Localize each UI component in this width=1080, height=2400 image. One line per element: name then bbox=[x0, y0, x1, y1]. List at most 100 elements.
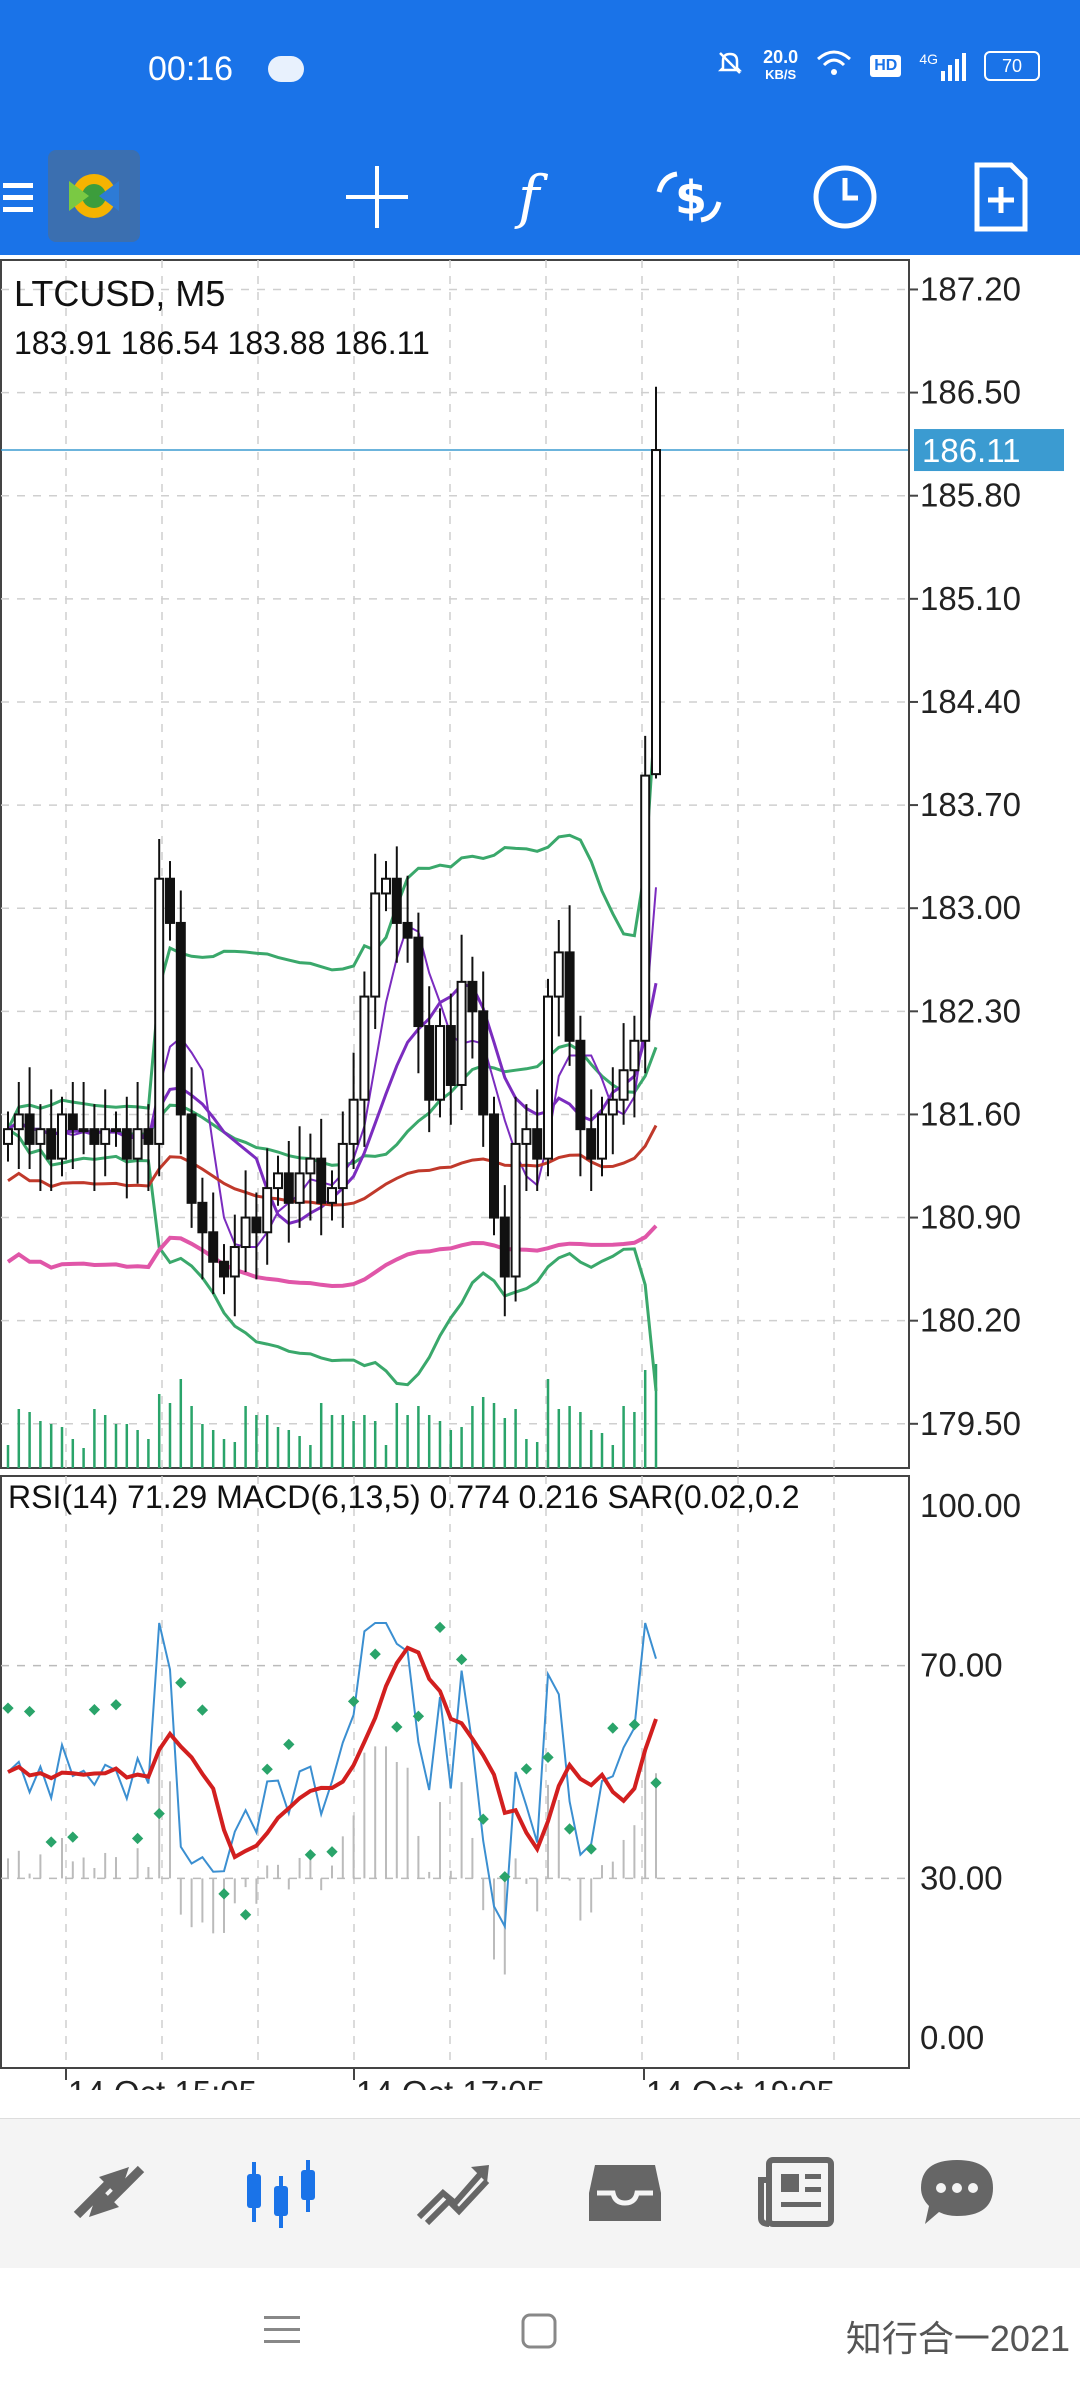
candle-body bbox=[553, 951, 564, 998]
candle-body bbox=[273, 1172, 283, 1190]
indicator-frame bbox=[0, 1475, 910, 2069]
clock-icon[interactable] bbox=[802, 154, 888, 240]
chart-icon[interactable] bbox=[236, 2147, 326, 2237]
sar-dot bbox=[218, 1888, 230, 1900]
price-tick-label: 182.30 bbox=[920, 992, 1021, 1029]
home-button[interactable] bbox=[520, 2312, 558, 2355]
bollinger-lower bbox=[7, 1127, 658, 1392]
price-tick-label: 187.20 bbox=[920, 270, 1021, 307]
sar-dot bbox=[175, 1677, 187, 1689]
indicator-tick-label: 100.00 bbox=[920, 1487, 1021, 1524]
candle-body bbox=[424, 1025, 435, 1101]
price-tick-label: 183.70 bbox=[920, 786, 1021, 823]
sar-dot bbox=[391, 1721, 403, 1733]
system-navigation bbox=[0, 2268, 1080, 2400]
sar-dot bbox=[434, 1621, 446, 1634]
candle-body bbox=[46, 1128, 57, 1160]
sar-dot bbox=[110, 1699, 122, 1711]
sar-dot bbox=[347, 1695, 360, 1708]
sar-dot bbox=[477, 1813, 489, 1825]
sar-dot bbox=[283, 1738, 295, 1751]
candle-body bbox=[413, 936, 424, 1028]
time-tick-label: 14 Oct 15:05 bbox=[68, 2074, 257, 2090]
candle-body bbox=[175, 921, 186, 1116]
sar-dot bbox=[326, 1846, 338, 1858]
candle-body bbox=[370, 892, 381, 998]
svg-text:f: f bbox=[514, 163, 549, 231]
candle-body bbox=[121, 1128, 132, 1160]
candle-body bbox=[283, 1172, 294, 1204]
candle-body bbox=[186, 1113, 197, 1204]
candle-body bbox=[445, 1025, 456, 1086]
price-chart[interactable]: 187.20 186.50 185.80 185.10 184.40 183.70 183.… bbox=[0, 258, 1080, 2111]
current-price-badge bbox=[914, 429, 1064, 472]
indicator-title: RSI(14) 71.29 MACD(6,13,5) 0.774 0.216 S… bbox=[8, 1479, 800, 1515]
sar-dot bbox=[131, 1832, 144, 1845]
candle-body bbox=[78, 1128, 89, 1133]
hd-badge: HD bbox=[870, 55, 902, 77]
sar-dot bbox=[585, 1843, 597, 1855]
recents-button[interactable] bbox=[262, 2312, 302, 2353]
main-frame bbox=[0, 259, 910, 1469]
sar-dot bbox=[23, 1705, 36, 1718]
current-price-label: 186.11 bbox=[922, 432, 1020, 469]
candle-body bbox=[35, 1128, 46, 1145]
sar-dot bbox=[520, 1763, 533, 1775]
macd-signal-line bbox=[7, 1645, 658, 1860]
crosshair-icon[interactable] bbox=[334, 154, 420, 240]
sar-dot bbox=[261, 1763, 273, 1775]
mute-icon bbox=[715, 48, 745, 84]
candle-body bbox=[586, 1128, 597, 1160]
sar-dot bbox=[542, 1751, 554, 1764]
time-tick-label: 14 Oct 19:05 bbox=[646, 2074, 835, 2090]
candle-body bbox=[3, 1128, 13, 1145]
menu-icon[interactable] bbox=[0, 154, 40, 240]
candle-body bbox=[294, 1172, 305, 1204]
candle-body bbox=[89, 1128, 100, 1145]
symbol-title: LTCUSD, M5 bbox=[14, 273, 225, 314]
chart-area[interactable]: 187.20 186.50 185.80 185.10 184.40 183.70 183.… bbox=[0, 258, 1080, 2111]
sar-dot bbox=[239, 1909, 252, 1921]
quotes-icon[interactable] bbox=[64, 2147, 154, 2237]
candle-body bbox=[57, 1113, 67, 1160]
indicator-panel bbox=[2, 1621, 662, 1975]
candle-body bbox=[348, 1098, 359, 1145]
volume-bars bbox=[6, 1364, 658, 1468]
bollinger-upper bbox=[6, 703, 658, 1130]
price-tick-label: 180.90 bbox=[920, 1199, 1021, 1236]
sar-dot bbox=[499, 1871, 511, 1883]
sar-dot bbox=[412, 1710, 425, 1722]
candle-body bbox=[391, 877, 402, 924]
signal-icon: 4G bbox=[919, 51, 966, 81]
sar-dot bbox=[196, 1704, 209, 1716]
sar-dot bbox=[563, 1823, 576, 1835]
history-icon[interactable] bbox=[580, 2147, 670, 2237]
trade-icon[interactable] bbox=[408, 2147, 498, 2237]
sar-dot bbox=[628, 1719, 641, 1731]
watermark-text: 知行合一2021 bbox=[845, 2318, 1070, 2359]
currency-switch-icon[interactable]: $ bbox=[646, 154, 732, 240]
candle-body bbox=[305, 1157, 316, 1175]
candle-body bbox=[100, 1128, 111, 1145]
candle-body bbox=[13, 1113, 24, 1131]
candle-body bbox=[575, 1039, 586, 1131]
bottom-navigation bbox=[0, 2118, 1080, 2269]
sar-dot bbox=[455, 1653, 468, 1666]
metatrader-logo bbox=[48, 150, 140, 242]
function-icon[interactable]: f bbox=[490, 154, 576, 240]
sar-dot bbox=[650, 1777, 662, 1789]
candle-body bbox=[640, 774, 651, 1042]
chat-icon[interactable] bbox=[912, 2147, 1002, 2237]
candle-body bbox=[229, 1246, 240, 1278]
new-order-icon[interactable] bbox=[958, 154, 1044, 240]
sar-dot bbox=[88, 1704, 101, 1716]
candle-body bbox=[478, 1010, 489, 1116]
candle-body bbox=[327, 1187, 337, 1204]
candle-body bbox=[24, 1113, 35, 1145]
net-speed: 20.0 KB/S bbox=[763, 47, 799, 82]
news-icon[interactable] bbox=[752, 2147, 842, 2237]
candle-body bbox=[359, 995, 370, 1101]
svg-text:$: $ bbox=[675, 171, 707, 225]
price-tick-label: 184.40 bbox=[920, 683, 1021, 720]
candle-body bbox=[435, 1025, 445, 1101]
